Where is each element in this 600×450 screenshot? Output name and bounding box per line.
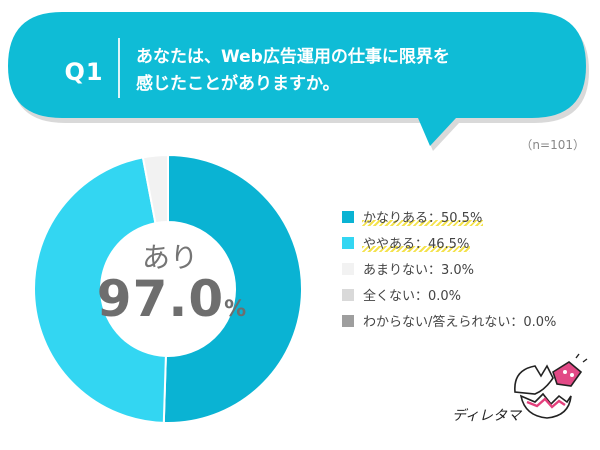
question-line-1: あなたは、Web広告運用の仕事に限界を — [136, 47, 450, 67]
donut-slice-1 — [162, 153, 303, 424]
question-bubble — [8, 12, 589, 151]
sample-size: （n=101） — [520, 138, 585, 152]
donut-chart — [33, 153, 303, 424]
legend-label: 全くない：0.0% — [363, 289, 462, 304]
legend-swatch — [342, 236, 354, 249]
bubble-fill — [8, 12, 586, 146]
legend-item-2: ややある：46.5% — [342, 232, 592, 253]
donut-slice-3 — [141, 153, 169, 225]
legend-item-1: かなりある：50.5% — [342, 206, 592, 227]
question-number: Q1 — [64, 58, 104, 86]
center-label: あり — [141, 241, 198, 274]
legend-label: かなりある：50.5% — [362, 207, 484, 226]
legend-swatch — [342, 210, 354, 223]
legend-item-4: 全くない：0.0% — [342, 284, 592, 305]
legend-swatch — [342, 262, 354, 275]
legend-item-5: わからない/答えられない：0.0% — [342, 310, 592, 331]
question-text: あなたは、Web広告運用の仕事に限界を 感じたことがありますか。 — [136, 44, 516, 98]
question-divider — [118, 38, 120, 98]
legend-label: ややある：46.5% — [362, 233, 471, 252]
question-line-2: 感じたことがありますか。 — [136, 74, 340, 94]
legend-swatch — [342, 314, 354, 327]
legend-label: あまりない：3.0% — [363, 263, 475, 278]
legend-label: わからない/答えられない：0.0% — [363, 315, 557, 330]
legend-item-3: あまりない：3.0% — [342, 258, 592, 279]
center-value-wrap: 97.0% — [72, 270, 272, 328]
center-unit: % — [224, 297, 248, 322]
donut-slice-2 — [33, 156, 167, 424]
chart-legend: かなりある：50.5% ややある：46.5% あまりない：3.0% 全くない：0.0%… — [342, 206, 592, 336]
brand-name: ディレタマ — [452, 408, 522, 424]
egg-mascot-icon — [514, 353, 588, 419]
center-value: 97.0 — [96, 270, 225, 328]
legend-swatch — [342, 288, 354, 301]
donut-hole — [102, 223, 234, 355]
